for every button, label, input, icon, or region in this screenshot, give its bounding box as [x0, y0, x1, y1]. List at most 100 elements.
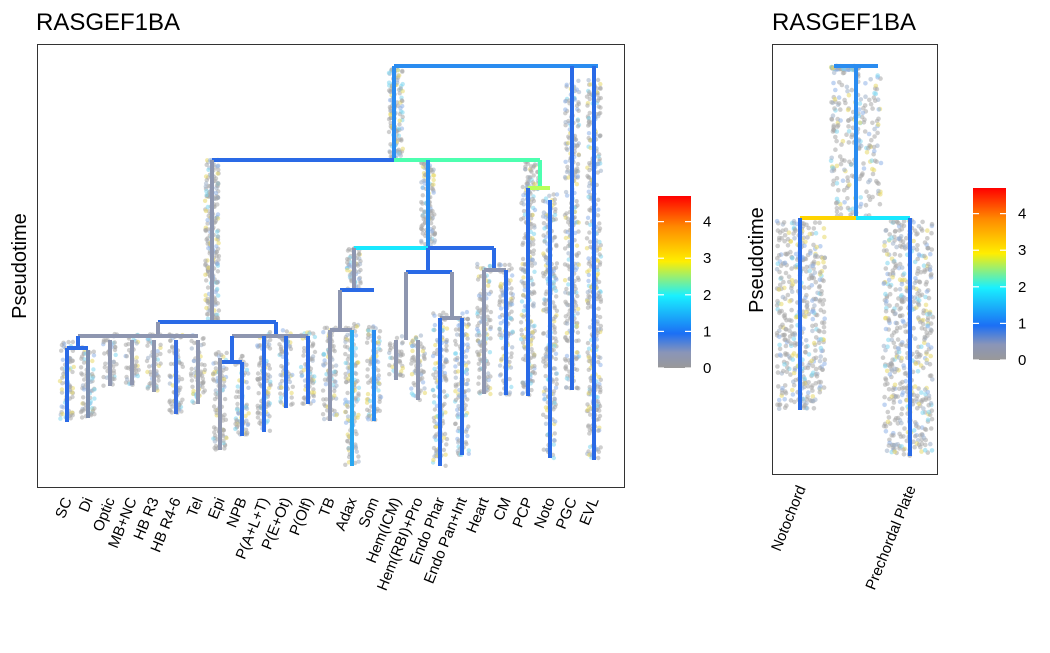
cell-point: [887, 291, 893, 297]
cell-point: [563, 335, 568, 341]
cell-point: [919, 344, 924, 350]
cell-point: [244, 406, 250, 411]
cell-point: [803, 338, 809, 343]
cell-point: [486, 371, 491, 376]
cell-point: [820, 302, 826, 307]
cell-point: [810, 388, 815, 393]
cell-point: [321, 352, 327, 357]
cell-point: [419, 224, 424, 229]
cell-point: [901, 295, 907, 300]
cell-point: [518, 266, 524, 271]
cell-point: [91, 367, 96, 372]
cell-point: [893, 416, 899, 421]
cell-point: [563, 159, 568, 164]
cell-point: [113, 352, 118, 358]
cell-point: [900, 390, 906, 395]
cell-point: [821, 260, 826, 265]
cell-point: [596, 154, 601, 159]
cell-point: [822, 357, 828, 363]
cell-point: [454, 332, 460, 337]
cell-point: [509, 384, 514, 390]
cell-point: [422, 220, 428, 226]
cell-point: [431, 177, 436, 183]
cell-point: [59, 342, 65, 348]
cell-point: [596, 449, 602, 454]
cell-point: [214, 229, 220, 234]
cell-point: [586, 194, 591, 199]
cell-point: [332, 393, 337, 398]
cell-point: [91, 353, 97, 358]
cell-point: [845, 107, 851, 113]
cell-point: [235, 384, 240, 389]
cell-point: [868, 101, 874, 107]
cell-point: [356, 251, 362, 256]
cell-point: [790, 357, 796, 362]
cell-point: [926, 295, 932, 301]
cell-point: [543, 215, 548, 220]
cell-point: [189, 373, 194, 378]
cell-point: [353, 380, 358, 385]
cell-point: [216, 167, 221, 172]
cell-point: [585, 407, 590, 413]
cell-point: [388, 106, 393, 111]
cell-point: [400, 114, 405, 120]
cell-point: [345, 439, 350, 444]
cell-point: [394, 335, 400, 341]
cell-point: [870, 166, 875, 172]
cell-point: [397, 122, 402, 127]
cell-point: [857, 107, 862, 112]
cell-point: [586, 423, 591, 428]
cell-point: [785, 243, 791, 248]
cell-point: [926, 261, 931, 267]
cell-point: [595, 321, 600, 326]
cell-point: [343, 371, 348, 377]
cell-point: [365, 367, 370, 372]
cell-point: [587, 110, 592, 116]
cell-point: [245, 422, 250, 428]
cell-point: [566, 140, 571, 146]
cell-point: [844, 84, 850, 90]
cell-point: [566, 257, 571, 262]
cell-point: [476, 361, 481, 366]
cell-point: [815, 261, 821, 266]
cell-point: [158, 351, 163, 357]
cell-point: [422, 181, 428, 186]
cell-point: [70, 339, 76, 345]
cell-point: [530, 257, 535, 262]
cell-point: [389, 355, 395, 361]
cell-point: [441, 364, 446, 369]
cell-point: [598, 81, 603, 87]
cell-point: [892, 251, 898, 257]
cell-point: [812, 303, 817, 308]
cell-point: [191, 358, 197, 364]
cell-point: [901, 365, 907, 371]
cell-point: [256, 391, 261, 396]
cell-point: [215, 269, 221, 274]
cell-point: [922, 253, 927, 259]
cell-point: [822, 264, 827, 270]
cell-point: [179, 376, 185, 382]
cell-point: [322, 416, 327, 422]
cell-point: [530, 236, 535, 241]
cell-point: [785, 236, 791, 242]
cell-point: [897, 399, 903, 405]
cell-point: [783, 390, 789, 396]
cell-point: [916, 401, 922, 407]
cell-point: [80, 383, 86, 388]
cell-point: [540, 198, 546, 204]
cell-point: [586, 355, 591, 360]
cell-point: [901, 447, 906, 453]
cell-point: [812, 220, 818, 225]
cell-point: [915, 291, 920, 297]
left-chart-title: RASGEF1BA: [36, 9, 180, 36]
cell-point: [206, 265, 211, 270]
cell-point: [268, 379, 273, 384]
cell-point: [302, 349, 307, 354]
cell-point: [474, 326, 480, 332]
cell-point: [574, 87, 579, 92]
cell-point: [388, 142, 393, 147]
cell-point: [365, 335, 371, 341]
cell-point: [891, 442, 896, 448]
cell-point: [544, 306, 549, 311]
